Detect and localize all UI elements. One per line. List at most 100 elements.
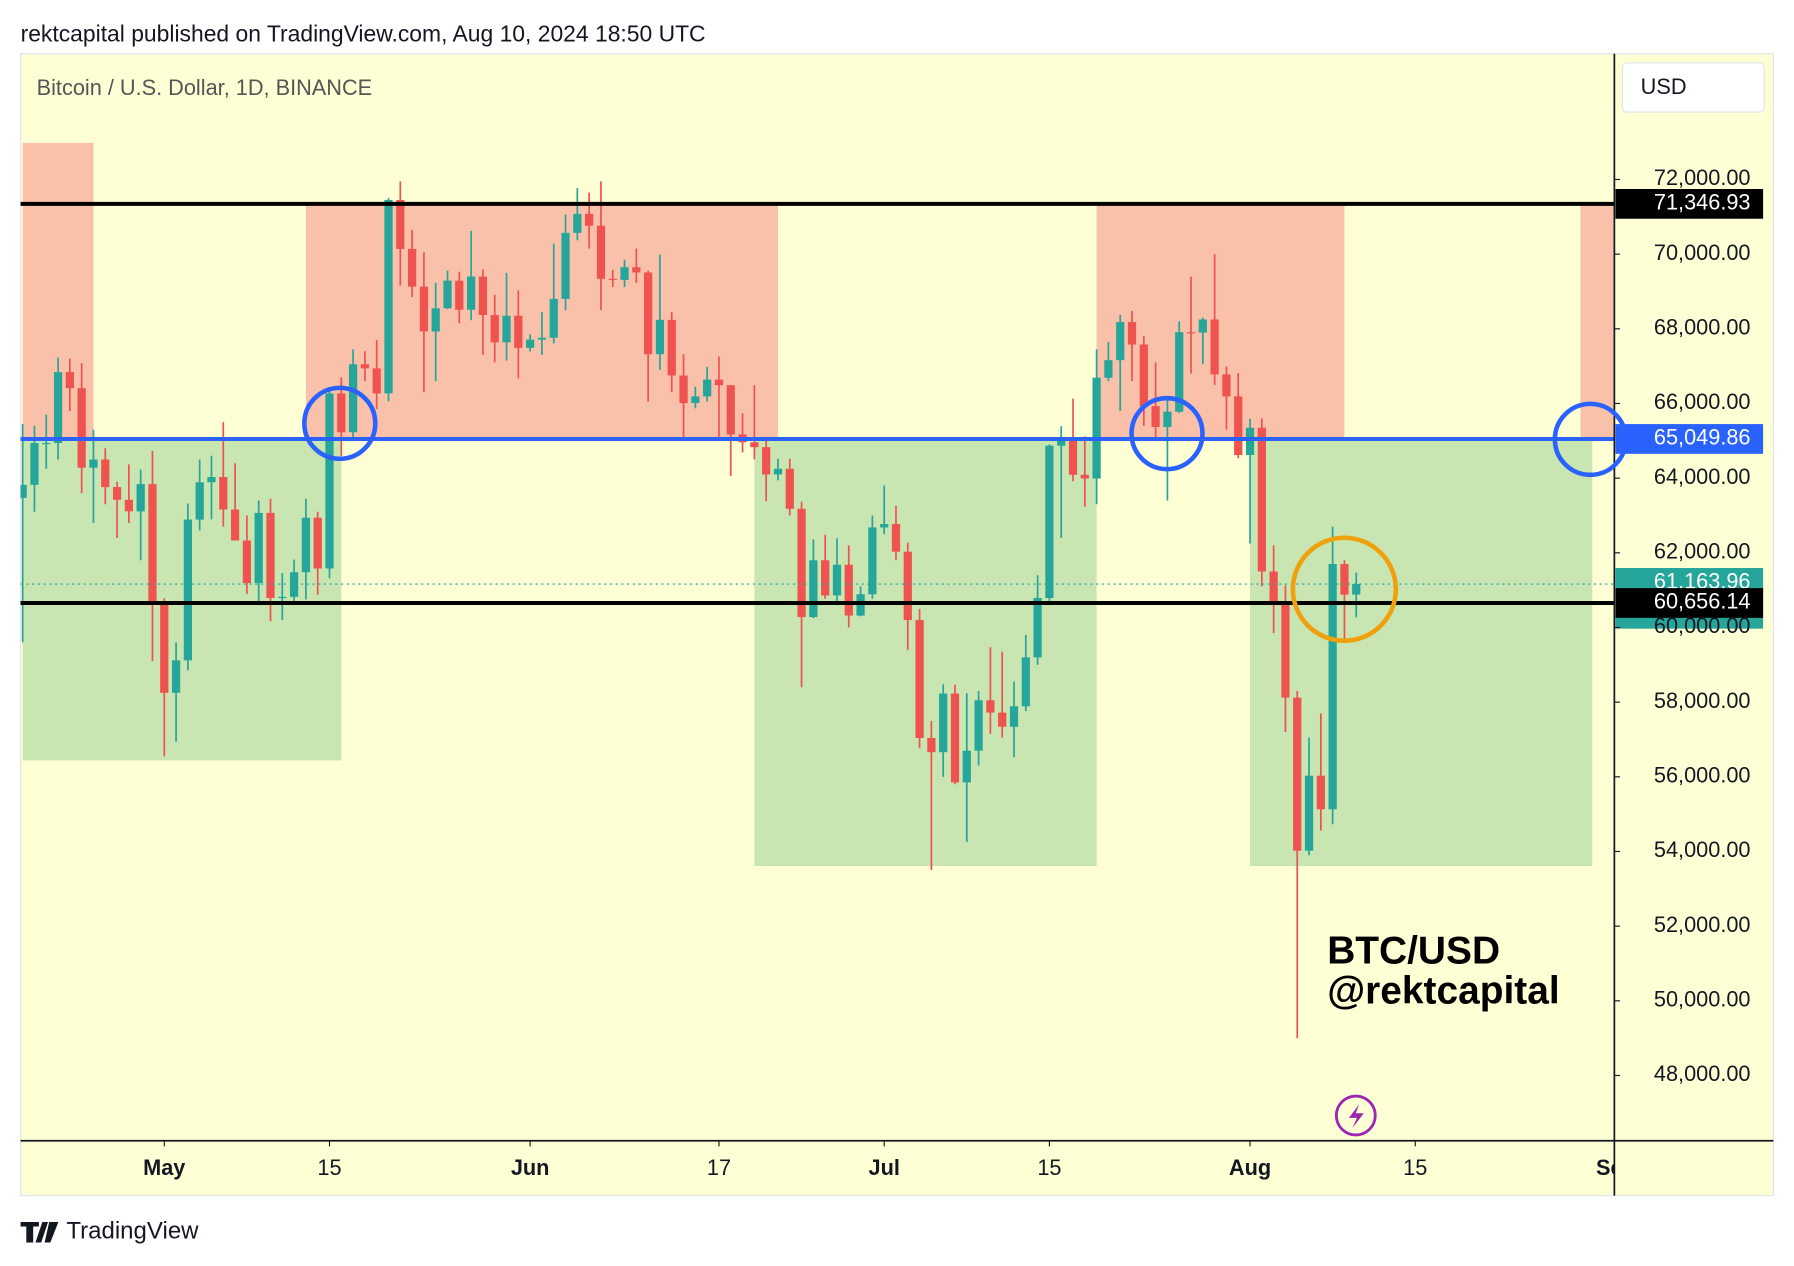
candle-body (1175, 332, 1184, 412)
candle-body (927, 737, 936, 753)
candle-body (608, 278, 617, 280)
candle-body (891, 524, 901, 552)
candle-body (443, 280, 452, 309)
candle-body (1057, 437, 1066, 446)
candle-body (337, 393, 346, 433)
candle-body (160, 603, 169, 693)
y-tick-label: 72,000.00 (1654, 165, 1751, 190)
currency-button[interactable] (1621, 62, 1765, 113)
candle-body (148, 484, 157, 604)
candle-body (915, 620, 924, 738)
y-tick-label: 52,000.00 (1654, 912, 1751, 937)
candle-body (585, 213, 594, 226)
y-tick-label: 54,000.00 (1654, 837, 1751, 862)
watermark: BTC/USD (1327, 929, 1500, 972)
candle-body (1116, 322, 1125, 361)
y-tick-label: 66,000.00 (1654, 389, 1751, 414)
y-tick-label: 48,000.00 (1654, 1061, 1751, 1086)
candle-body (478, 276, 488, 316)
candle-body (89, 459, 98, 468)
candle-body (1080, 474, 1089, 479)
candle-body (490, 315, 499, 343)
candle-body (313, 517, 322, 569)
candle-body (266, 512, 275, 598)
candle-body (112, 487, 122, 500)
candle-body (1198, 319, 1207, 333)
candle-body (372, 368, 381, 394)
candle-body (1257, 427, 1266, 572)
candle-body (1092, 377, 1101, 479)
candle-body (254, 512, 263, 584)
footer: TradingView (66, 1218, 199, 1245)
candle-body (101, 459, 110, 488)
candle-body (77, 388, 86, 468)
candle-body (384, 200, 393, 394)
y-tick-label: 70,000.00 (1654, 240, 1751, 265)
candle-body (207, 477, 216, 483)
candle-body (939, 693, 948, 753)
candle-body (30, 443, 39, 485)
candle-body (278, 596, 287, 599)
candle-body (655, 319, 665, 355)
candle-body (679, 375, 688, 404)
level-label: 71,346.93 (1654, 190, 1751, 215)
candle-body (419, 286, 429, 332)
candle-body (962, 750, 971, 783)
candle-body (1304, 775, 1314, 851)
candle-body (467, 276, 476, 310)
header: rektcapital published on TradingView.com… (21, 21, 706, 47)
event-icon[interactable] (1334, 1094, 1377, 1137)
candle-body (1104, 360, 1113, 378)
zone (754, 438, 1097, 867)
candle-body (714, 379, 724, 386)
candle-body (455, 280, 464, 310)
x-tick-label: Aug (1229, 1155, 1271, 1180)
level-label-box (1615, 188, 1764, 219)
candle-body (1234, 396, 1243, 456)
candle-body (1068, 437, 1078, 475)
candle-body (136, 484, 145, 512)
x-tick-label: 15 (1403, 1155, 1427, 1180)
candle-body (42, 443, 51, 445)
candle-body (620, 267, 629, 280)
candle-body (360, 364, 370, 369)
candle-body (20, 484, 27, 498)
candle-body (691, 396, 700, 404)
candle-body (821, 560, 830, 596)
candle-body (974, 700, 983, 751)
annotation-circle (1129, 395, 1205, 472)
candle-body (844, 564, 853, 616)
candle-body (325, 393, 334, 569)
symbol-title: Bitcoin / U.S. Dollar, 1D, BINANCE (37, 75, 373, 100)
candle-body (1352, 584, 1361, 595)
candle-body (809, 560, 818, 618)
candle-body (171, 660, 181, 693)
candle-body (514, 315, 523, 348)
candle-body (703, 379, 712, 397)
candle-body (1045, 445, 1054, 598)
candle-body (1210, 319, 1219, 375)
candle-body (396, 200, 405, 249)
candle-body (903, 551, 912, 621)
candle-body (348, 364, 358, 433)
x-tick-label: Jul (868, 1155, 899, 1180)
candle-body (242, 540, 252, 584)
candle-body (65, 372, 74, 389)
candle-body (1163, 411, 1172, 428)
event-icon-bolt (1348, 1104, 1364, 1129)
annotation-circle (1552, 401, 1629, 478)
candle-body (1293, 697, 1302, 851)
candle-body (762, 447, 771, 475)
x-tick-label: May (143, 1155, 185, 1180)
x-tick-label: 15 (1037, 1155, 1061, 1180)
candle-body (1009, 706, 1019, 727)
candle-body (1033, 597, 1042, 658)
candle-body (230, 509, 240, 541)
candle-body (667, 319, 676, 376)
y-tick-label: 58,000.00 (1654, 688, 1751, 713)
candle-body (183, 519, 192, 661)
candle-body (632, 267, 641, 273)
candle-body (998, 712, 1007, 727)
